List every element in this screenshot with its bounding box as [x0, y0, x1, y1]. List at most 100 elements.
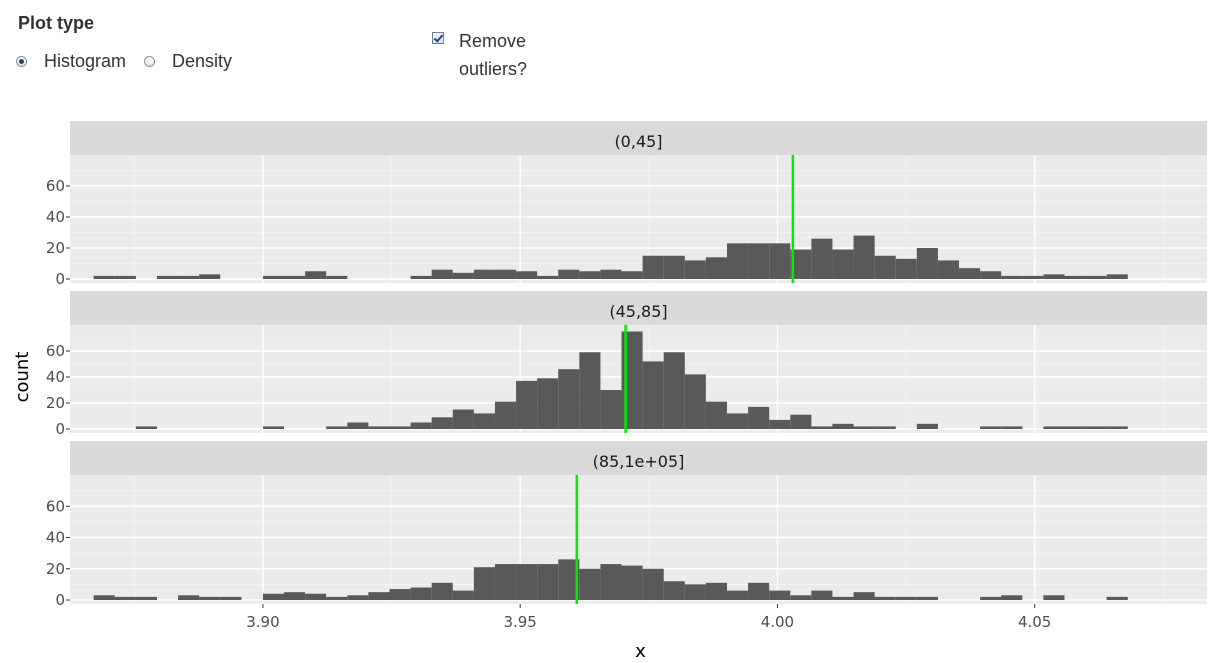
histogram-bar	[621, 565, 643, 600]
histogram-bar	[1064, 275, 1086, 279]
histogram-bar	[494, 401, 517, 429]
histogram-bar	[895, 596, 917, 600]
histogram-bar	[684, 584, 706, 600]
histogram-bar	[1001, 595, 1023, 600]
histogram-bar	[368, 426, 390, 429]
histogram-bar	[1001, 426, 1023, 429]
histogram-bar	[980, 426, 1002, 429]
histogram-bar	[114, 275, 136, 279]
histogram-bar	[431, 269, 453, 279]
histogram-bar	[832, 596, 854, 600]
histogram-bar	[1064, 426, 1086, 429]
y-tick-label: 0	[55, 591, 65, 609]
histogram-bar	[790, 595, 812, 600]
remove-outliers-checkbox[interactable]: Remove outliers?	[432, 27, 549, 83]
histogram-bar	[980, 271, 1002, 279]
histogram-bar	[284, 275, 306, 279]
histogram-bar	[937, 260, 960, 279]
facet-strip	[70, 121, 1207, 155]
x-tick-label: 4.00	[761, 613, 794, 631]
histogram-bar	[220, 596, 242, 600]
histogram-bar	[558, 559, 580, 600]
radio-density-label: Density	[172, 51, 233, 71]
histogram-bar	[579, 352, 601, 429]
histogram-bar	[853, 235, 875, 279]
histogram-bar	[1106, 274, 1128, 279]
checkbox-checked-icon[interactable]	[432, 32, 444, 44]
histogram-bar	[980, 596, 1002, 600]
y-tick-label: 40	[46, 368, 65, 386]
histogram-bar	[874, 596, 896, 600]
remove-outliers-label: Remove outliers?	[459, 31, 528, 79]
facet-strip	[70, 291, 1207, 325]
histogram-bar	[537, 564, 559, 600]
histogram-bar	[114, 596, 136, 600]
y-tick-label: 20	[46, 560, 65, 578]
histogram-bar	[326, 596, 348, 600]
histogram-bar	[537, 378, 559, 429]
histogram-bar	[262, 426, 285, 429]
histogram-bar	[853, 426, 875, 429]
histogram-bar	[473, 413, 495, 429]
histogram-bar	[663, 581, 685, 600]
histogram-bar	[178, 275, 200, 279]
histogram-bar	[705, 401, 727, 429]
histogram-bar	[705, 582, 727, 600]
histogram-bar	[410, 587, 432, 600]
histogram-bar	[769, 419, 791, 429]
histogram-bar	[769, 590, 791, 600]
histogram-bar	[558, 369, 580, 429]
histogram-bar	[663, 352, 685, 429]
y-tick-label: 40	[46, 529, 65, 547]
histogram-bar	[156, 275, 179, 279]
radio-histogram[interactable]: Histogram	[16, 51, 126, 72]
histogram-bar	[262, 593, 285, 600]
histogram-bar	[516, 271, 538, 279]
facet-strip	[70, 441, 1207, 475]
radio-density[interactable]: Density	[144, 51, 232, 72]
histogram-bar	[494, 269, 517, 279]
histogram-bar	[516, 564, 538, 600]
radio-histogram-label: Histogram	[44, 51, 127, 71]
x-tick-label: 4.05	[1018, 613, 1051, 631]
histogram-bar	[748, 582, 770, 600]
facet-strip-label: (45,85]	[609, 302, 667, 321]
y-tick-label: 60	[46, 342, 65, 360]
histogram-bar	[1106, 426, 1128, 429]
histogram-bar	[452, 409, 474, 429]
histogram-bar	[811, 238, 833, 279]
y-axis-title: count	[12, 352, 33, 403]
histogram-bar	[895, 258, 917, 279]
histogram-bar	[347, 595, 369, 600]
histogram-bar	[410, 275, 432, 279]
radio-histogram-icon[interactable]	[16, 56, 27, 67]
histogram-bar	[748, 243, 770, 279]
histogram-bar	[305, 593, 327, 600]
radio-density-icon[interactable]	[144, 56, 156, 67]
panel-background	[70, 155, 1207, 283]
histogram-bar	[537, 275, 559, 279]
histogram-bar	[389, 426, 411, 429]
histogram-bar	[642, 568, 664, 600]
y-tick-label: 0	[55, 420, 65, 438]
histogram-bar	[684, 260, 706, 279]
facet-strip-label: (85,1e+05]	[593, 452, 685, 471]
histogram-bar	[1043, 274, 1065, 279]
histogram-bar	[726, 243, 749, 279]
histogram-bar	[452, 272, 474, 279]
y-tick-label: 60	[46, 497, 65, 515]
histogram-bar	[642, 255, 664, 279]
histogram-bar	[748, 406, 770, 429]
histogram-bar	[726, 413, 749, 429]
histogram-bar	[600, 390, 622, 429]
histogram-bar	[621, 271, 643, 279]
histogram-bar	[389, 589, 411, 600]
histogram-bar	[347, 422, 369, 429]
histogram-bar	[1085, 275, 1107, 279]
controls-panel: Plot type Histogram Density Remove outli…	[0, 0, 1217, 110]
histogram-bar	[663, 255, 685, 279]
histogram-bar	[916, 248, 938, 279]
histogram-bar	[473, 567, 495, 600]
histogram-bar	[452, 590, 474, 600]
